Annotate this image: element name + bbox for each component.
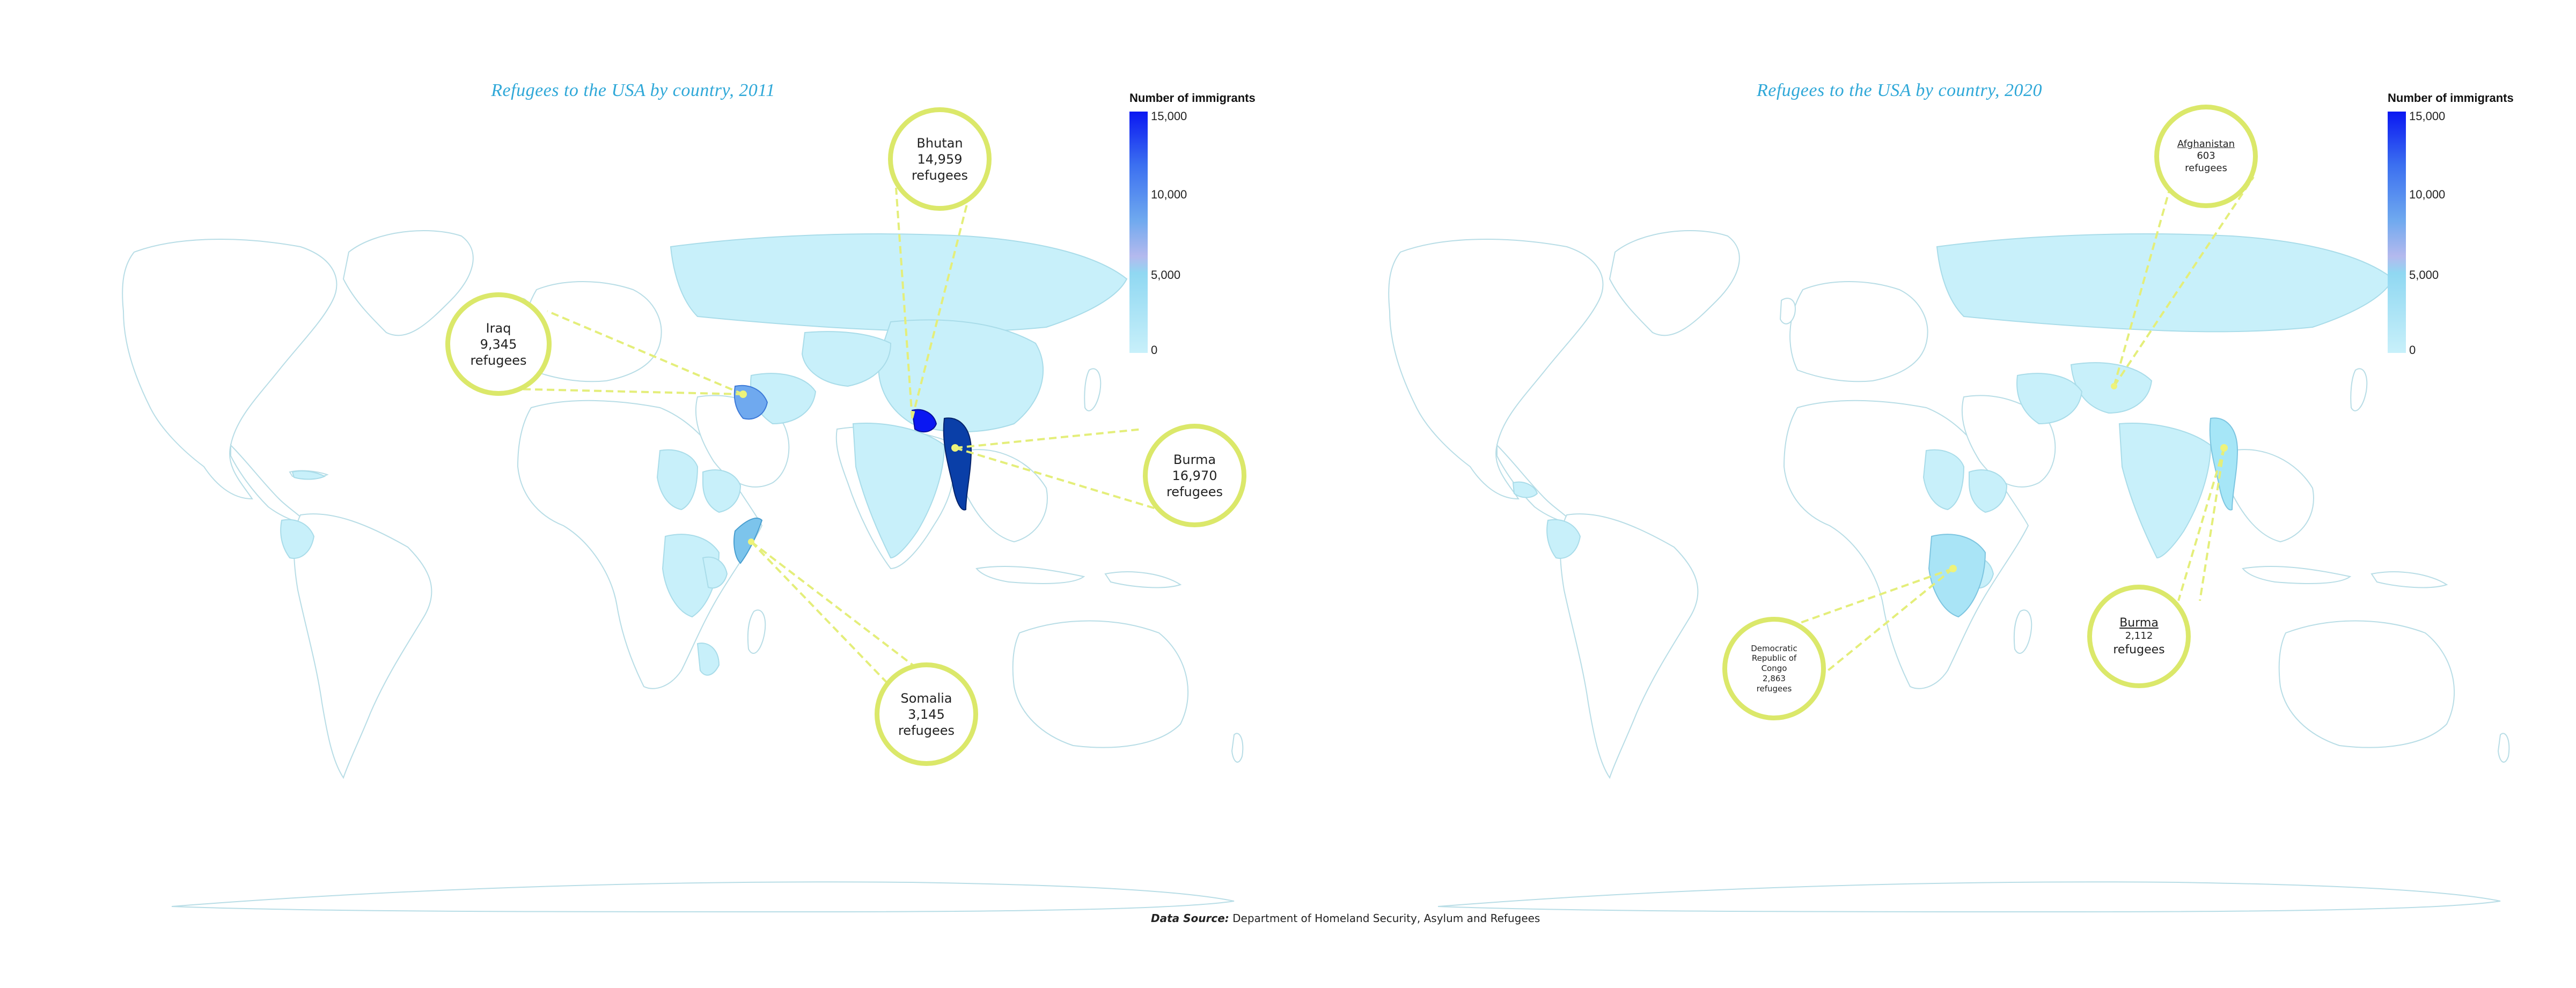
- map-title-2020: Refugees to the USA by country, 2020: [1757, 80, 2042, 100]
- data-source-text: Department of Homeland Security, Asylum …: [1229, 912, 1540, 925]
- callout-value: 3,145: [908, 706, 945, 722]
- callout-burma-2020: Burma 2,112 refugees: [2087, 585, 2191, 688]
- region-antarctica: [171, 881, 1235, 912]
- country-india: [2118, 423, 2212, 559]
- callout-iraq: Iraq 9,345 refugees: [445, 292, 552, 396]
- map-panel-2020: Refugees to the USA by country, 2020 Num…: [1266, 0, 2554, 944]
- data-source-label: Data Source:: [1151, 912, 1229, 925]
- country-new-guinea: [1104, 571, 1182, 588]
- country-madagascar: [2013, 609, 2032, 654]
- legend-tick-0: 0: [2409, 343, 2416, 357]
- callout-value: 14,959: [917, 151, 963, 167]
- country-colombia: [1546, 519, 1581, 559]
- legend-color-bar: [2388, 112, 2406, 353]
- callout-country: Burma: [2119, 616, 2159, 630]
- legend-tick-15000: 15,000: [2409, 109, 2446, 123]
- world-map-2011: [122, 187, 1244, 912]
- callout-country: Democratic Republic of Congo: [1751, 643, 1797, 674]
- country-china: [878, 319, 1044, 432]
- region-se-asia: [965, 449, 1048, 543]
- country-burma: [2209, 417, 2239, 511]
- callout-burma: Burma 16,970 refugees: [1143, 424, 1246, 527]
- region-africa: [517, 400, 763, 689]
- callout-country: Afghanistan: [2177, 138, 2235, 150]
- region-south-america: [1560, 513, 1699, 779]
- region-europe: [1789, 281, 1928, 382]
- callout-unit: refugees: [1756, 683, 1792, 694]
- callout-country: Bhutan: [916, 135, 963, 151]
- map-panel-2011: Refugees to the USA by country, 2011 Num…: [0, 0, 1288, 944]
- callout-country: Burma: [1173, 452, 1216, 467]
- country-kenya: [702, 556, 728, 589]
- callout-unit: refugees: [470, 352, 527, 368]
- country-drc: [1928, 534, 1986, 618]
- country-uk: [1779, 298, 1796, 325]
- map-title-2011: Refugees to the USA by country, 2011: [491, 80, 775, 100]
- country-sudan: [1922, 449, 1965, 511]
- callout-unit: refugees: [2113, 643, 2165, 657]
- callout-unit: refugees: [911, 167, 968, 183]
- country-kazakhstan: [801, 331, 892, 387]
- country-bhutan: [911, 409, 937, 433]
- legend-tick-0: 0: [1151, 343, 1158, 357]
- country-australia: [2278, 620, 2455, 748]
- country-guatemala: [1512, 481, 1538, 498]
- callout-drc: Democratic Republic of Congo 2,863 refug…: [1722, 617, 1826, 720]
- country-burma: [943, 417, 972, 511]
- legend-tick-5000: 5,000: [2409, 268, 2439, 282]
- callout-value: 16,970: [1172, 468, 1217, 483]
- region-indonesia: [2242, 565, 2352, 584]
- legend-tick-10000: 10,000: [1151, 188, 1187, 201]
- legend-tick-10000: 10,000: [2409, 188, 2446, 201]
- country-iran: [2016, 373, 2083, 425]
- country-new-zealand: [2497, 733, 2510, 763]
- country-russia: [670, 233, 1128, 333]
- country-cuba-filled: [291, 470, 326, 480]
- country-australia: [1012, 620, 1189, 748]
- region-antarctica: [1437, 881, 2501, 912]
- callout-unit: refugees: [898, 722, 955, 738]
- region-indonesia: [975, 565, 1085, 584]
- callout-value: 9,345: [480, 336, 517, 352]
- country-zimbabwe: [696, 643, 720, 676]
- country-drc: [662, 534, 720, 618]
- region-se-asia: [2232, 449, 2314, 543]
- legend-title: Number of immigrants: [2388, 91, 2514, 105]
- country-sudan: [656, 449, 699, 511]
- callout-bhutan: Bhutan 14,959 refugees: [888, 107, 992, 211]
- callout-unit: refugees: [1166, 484, 1223, 499]
- callout-country: Iraq: [486, 320, 511, 336]
- callout-afghanistan: Afghanistan 603 refugees: [2154, 105, 2258, 208]
- legend-title: Number of immigrants: [1129, 91, 1256, 105]
- country-greenland: [1609, 230, 1740, 336]
- country-ethiopia: [702, 469, 742, 513]
- legend-color-bar: [1129, 112, 1148, 353]
- country-russia: [1936, 233, 2394, 333]
- callout-value: 603: [2197, 150, 2215, 162]
- legend-tick-5000: 5,000: [1151, 268, 1181, 282]
- data-source-note: Data Source: Department of Homeland Secu…: [1151, 912, 1540, 925]
- country-colombia: [280, 519, 315, 559]
- country-new-zealand: [1231, 733, 1244, 763]
- country-madagascar: [747, 609, 766, 654]
- country-greenland: [342, 230, 474, 336]
- country-japan: [1084, 368, 1102, 411]
- region-south-america: [293, 513, 432, 779]
- region-africa: [1783, 400, 2029, 689]
- callout-unit: refugees: [2185, 162, 2227, 174]
- region-north-america: [122, 239, 337, 500]
- country-japan: [2350, 368, 2368, 411]
- callout-country: Somalia: [900, 690, 952, 706]
- callout-value: 2,863: [1763, 673, 1786, 683]
- legend-2020: Number of immigrants 15,000 10,000 5,000…: [2388, 91, 2549, 370]
- legend-2011: Number of immigrants 15,000 10,000 5,000…: [1129, 91, 1290, 370]
- country-ethiopia: [1969, 469, 2008, 513]
- legend-tick-15000: 15,000: [1151, 109, 1187, 123]
- callout-somalia: Somalia 3,145 refugees: [875, 662, 978, 766]
- country-new-guinea: [2370, 571, 2448, 588]
- region-north-america: [1388, 239, 1604, 500]
- callout-value: 2,112: [2125, 630, 2153, 642]
- country-india: [852, 423, 945, 559]
- world-map-2020: [1388, 176, 2510, 912]
